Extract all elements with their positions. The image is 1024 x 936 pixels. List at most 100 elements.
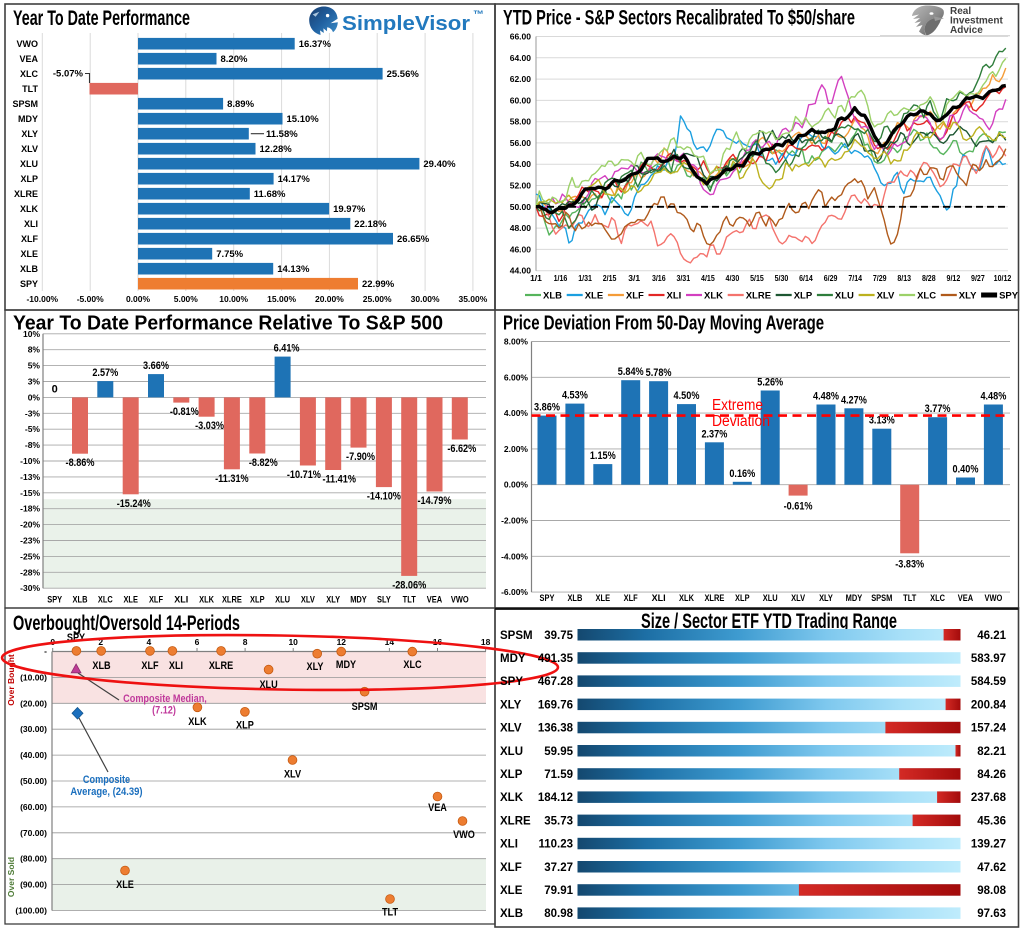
svg-text:Deviation: Deviation — [712, 413, 770, 430]
svg-text:XLV: XLV — [301, 595, 315, 605]
svg-text:TLT: TLT — [382, 907, 398, 919]
svg-text:XLU: XLU — [500, 746, 523, 758]
svg-text:3.86%: 3.86% — [534, 402, 560, 414]
svg-text:MDY: MDY — [846, 593, 863, 603]
svg-text:(100.00): (100.00) — [15, 906, 47, 916]
svg-text:4/30: 4/30 — [726, 273, 740, 283]
svg-text:20.00%: 20.00% — [315, 294, 344, 304]
svg-text:237.68: 237.68 — [971, 792, 1007, 804]
svg-text:5.78%: 5.78% — [646, 367, 672, 379]
svg-text:XLE: XLE — [596, 593, 611, 603]
svg-text:MDY: MDY — [336, 659, 357, 671]
svg-text:64.00: 64.00 — [510, 53, 532, 63]
svg-text:30.00%: 30.00% — [411, 294, 440, 304]
svg-text:2.37%: 2.37% — [701, 428, 727, 440]
svg-text:-10%: -10% — [20, 456, 40, 466]
svg-text:SLY: SLY — [377, 595, 391, 605]
svg-text:-15%: -15% — [20, 488, 40, 498]
svg-text:-8%: -8% — [25, 440, 41, 450]
svg-text:0.40%: 0.40% — [953, 464, 979, 476]
svg-text:491.35: 491.35 — [538, 653, 574, 665]
svg-text:XLP: XLP — [735, 593, 750, 603]
svg-text:-18%: -18% — [20, 504, 40, 514]
svg-text:4.50%: 4.50% — [674, 390, 700, 402]
svg-text:-5%: -5% — [25, 424, 41, 434]
svg-text:59.95: 59.95 — [544, 746, 573, 758]
svg-text:-30%: -30% — [20, 583, 40, 593]
svg-text:(7.12): (7.12) — [152, 705, 176, 717]
svg-text:66.00: 66.00 — [510, 32, 532, 42]
svg-text:8/28: 8/28 — [922, 273, 936, 283]
svg-text:Over Bought: Over Bought — [6, 654, 16, 706]
svg-text:4.53%: 4.53% — [562, 390, 588, 402]
svg-text:Year To Date Performance Relat: Year To Date Performance Relative To S&P… — [13, 313, 443, 335]
svg-text:52.00: 52.00 — [510, 181, 532, 191]
svg-text:MDY: MDY — [350, 595, 367, 605]
svg-text:XLB: XLB — [20, 264, 39, 274]
svg-text:4/15: 4/15 — [701, 273, 715, 283]
svg-text:18: 18 — [481, 637, 491, 647]
svg-text:583.97: 583.97 — [971, 653, 1006, 665]
svg-text:3/31: 3/31 — [676, 273, 690, 283]
svg-text:10: 10 — [288, 637, 298, 647]
svg-text:10%: 10% — [23, 329, 40, 339]
svg-text:XLU: XLU — [763, 593, 778, 603]
svg-text:-0.61%: -0.61% — [784, 501, 813, 513]
svg-text:XLF: XLF — [626, 291, 644, 302]
svg-text:8/13: 8/13 — [897, 273, 911, 283]
svg-text:-4.00%: -4.00% — [501, 551, 528, 561]
svg-text:MDY: MDY — [18, 114, 38, 124]
svg-text:80.98: 80.98 — [544, 908, 573, 920]
svg-text:50.00: 50.00 — [510, 202, 532, 212]
svg-text:XLP: XLP — [20, 174, 38, 184]
svg-text:14.13%: 14.13% — [277, 264, 310, 275]
svg-text:™: ™ — [473, 9, 484, 21]
svg-text:XLRE: XLRE — [209, 660, 233, 672]
svg-text:97.63: 97.63 — [977, 908, 1006, 920]
svg-text:8.89%: 8.89% — [227, 99, 254, 110]
svg-text:79.91: 79.91 — [544, 885, 573, 897]
svg-text:VEA: VEA — [428, 802, 447, 814]
svg-text:XLY: XLY — [307, 661, 324, 673]
svg-text:5.84%: 5.84% — [618, 366, 644, 378]
svg-text:-6.00%: -6.00% — [501, 587, 528, 597]
svg-text:1/16: 1/16 — [554, 273, 568, 283]
svg-text:XLV: XLV — [284, 769, 302, 781]
svg-text:14: 14 — [385, 637, 395, 647]
svg-text:(20.00): (20.00) — [20, 698, 47, 708]
svg-text:XLP: XLP — [794, 291, 813, 302]
svg-text:XLB: XLB — [500, 908, 523, 920]
svg-text:(50.00): (50.00) — [20, 776, 47, 786]
svg-text:XLV: XLV — [877, 291, 895, 302]
svg-text:XLI: XLI — [667, 291, 682, 302]
svg-text:Composite: Composite — [83, 774, 130, 786]
svg-text:XLF: XLF — [141, 660, 158, 672]
svg-text:5%: 5% — [28, 361, 41, 371]
svg-text:0.00%: 0.00% — [504, 480, 529, 490]
svg-text:39.75: 39.75 — [544, 630, 573, 642]
svg-text:45.36: 45.36 — [977, 815, 1006, 827]
svg-text:1/31: 1/31 — [578, 273, 592, 283]
svg-text:22.99%: 22.99% — [362, 279, 395, 290]
svg-text:467.28: 467.28 — [538, 676, 574, 688]
svg-text:22.18%: 22.18% — [354, 219, 387, 230]
svg-text:XLE: XLE — [116, 879, 134, 891]
svg-text:(40.00): (40.00) — [20, 750, 47, 760]
svg-text:11.58%: 11.58% — [266, 129, 298, 140]
svg-text:XLE: XLE — [585, 291, 603, 302]
svg-text:0%: 0% — [28, 392, 41, 402]
svg-text:5/15: 5/15 — [750, 273, 764, 283]
svg-text:XLB: XLB — [92, 660, 110, 672]
svg-text:-10.71%: -10.71% — [287, 469, 321, 481]
svg-text:-3.03%: -3.03% — [195, 420, 224, 432]
svg-text:XLI: XLI — [24, 219, 38, 229]
svg-text:MDY: MDY — [500, 653, 526, 665]
svg-text:-2.00%: -2.00% — [501, 516, 528, 526]
svg-text:(10.00): (10.00) — [20, 672, 47, 682]
svg-text:XLV: XLV — [21, 144, 38, 154]
svg-text:0: 0 — [52, 384, 58, 396]
svg-text:10.00%: 10.00% — [219, 294, 248, 304]
svg-text:SPY: SPY — [540, 593, 555, 603]
svg-text:VWO: VWO — [451, 595, 469, 605]
svg-text:-5.00%: -5.00% — [77, 294, 104, 304]
